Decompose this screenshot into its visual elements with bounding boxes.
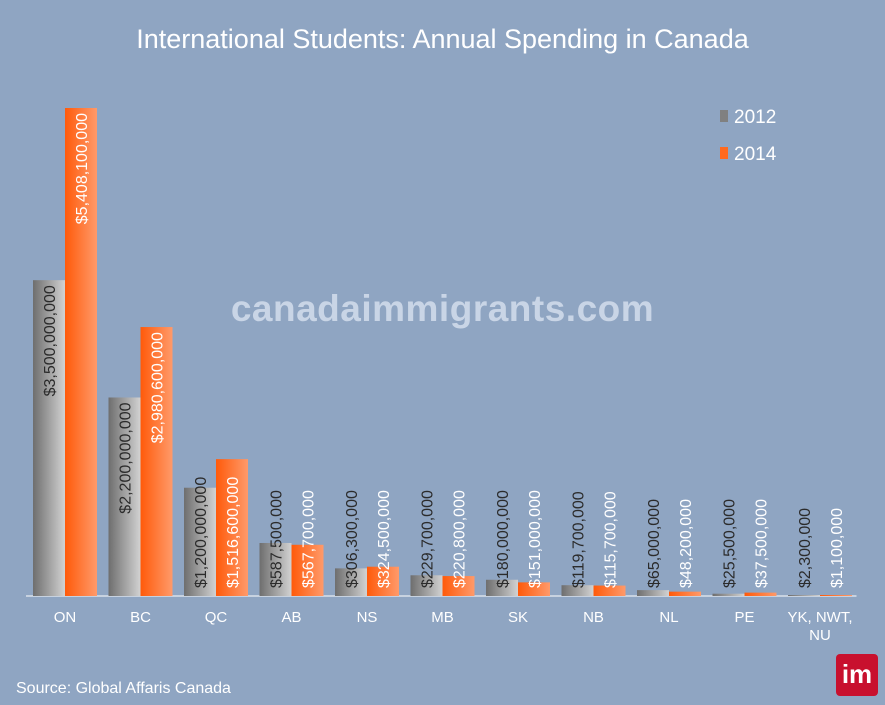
data-label-2014-NL: $48,200,000 <box>678 499 695 588</box>
category-label-YK, NWT, NU-line2: NU <box>809 627 831 644</box>
legend-swatch-2014 <box>720 147 728 159</box>
data-label-2014-NB: $115,700,000 <box>603 491 620 588</box>
bar-2012-QC <box>184 487 216 596</box>
bar-2014-YK, NWT, NU <box>820 595 852 596</box>
category-label-AB: AB <box>281 609 301 626</box>
bar-2014-AB <box>291 544 324 596</box>
bar-2012-SK <box>486 579 518 596</box>
data-label-2012-PE: $25,500,000 <box>722 499 739 588</box>
bar-2012-BC <box>108 397 141 596</box>
bar-2014-NL <box>669 591 701 596</box>
category-label-YK, NWT, NU: YK, NWT, <box>787 609 852 626</box>
data-label-2014-YK, NWT, NU: $1,100,000 <box>829 508 846 588</box>
data-label-2012-AB: $587,500,000 <box>269 490 286 588</box>
bar-2014-PE <box>744 592 777 596</box>
category-label-SK: SK <box>508 609 528 626</box>
bar-2014-ON <box>65 108 97 596</box>
bar-2012-YK, NWT, NU <box>788 595 820 596</box>
data-label-2012-NB: $119,700,000 <box>571 491 588 588</box>
watermark-text: canadaimmigrants.com <box>230 288 655 329</box>
bar-2012-MB <box>410 575 443 596</box>
bar-2014-MB <box>442 576 475 596</box>
data-label-2014-MB: $220,800,000 <box>452 490 469 588</box>
category-label-MB: MB <box>431 609 454 626</box>
legend-swatch-2012 <box>720 110 728 122</box>
data-label-2014-AB: $567,700,000 <box>301 490 318 588</box>
category-label-NB: NB <box>583 609 604 626</box>
data-label-2012-NL: $65,000,000 <box>646 499 663 588</box>
data-label-2014-PE: $37,500,000 <box>754 499 771 588</box>
data-label-2012-SK: $180,000,000 <box>495 490 512 588</box>
bar-2012-NB <box>561 585 594 596</box>
bar-2014-SK <box>518 582 550 596</box>
bar-2014-NS <box>367 566 399 596</box>
category-label-NS: NS <box>357 609 378 626</box>
bar-2012-ON <box>33 280 65 596</box>
bar-2014-NB <box>593 585 626 596</box>
bar-2012-NS <box>335 568 367 596</box>
data-label-2014-ON: $5,408,100,000 <box>74 113 91 224</box>
data-label-2012-MB: $229,700,000 <box>420 490 437 588</box>
data-label-2012-QC: $1,200,000,000 <box>193 477 210 588</box>
bar-2012-PE <box>712 593 745 596</box>
bar-2012-AB <box>259 542 292 596</box>
bar-2014-BC <box>140 327 173 596</box>
data-label-2012-BC: $2,200,000,000 <box>118 402 135 513</box>
chart-title: International Students: Annual Spending … <box>136 24 749 54</box>
legend-label-2014: 2014 <box>734 144 777 165</box>
legend-label-2012: 2012 <box>734 107 776 128</box>
bar-2014-QC <box>216 459 248 596</box>
data-label-2014-QC: $1,516,600,000 <box>225 477 242 588</box>
category-label-NL: NL <box>659 609 678 626</box>
data-label-2014-SK: $151,000,000 <box>527 490 544 588</box>
data-label-2012-YK, NWT, NU: $2,300,000 <box>797 508 814 588</box>
category-label-PE: PE <box>734 609 754 626</box>
data-label-2012-ON: $3,500,000,000 <box>42 285 59 396</box>
bar-2012-NL <box>637 590 669 596</box>
brand-logo: im <box>836 654 878 696</box>
category-label-ON: ON <box>54 609 77 626</box>
data-label-2014-NS: $324,500,000 <box>376 490 393 588</box>
data-label-2012-NS: $306,300,000 <box>344 490 361 588</box>
category-label-QC: QC <box>205 609 228 626</box>
source-note: Source: Global Affaris Canada <box>16 680 231 697</box>
data-label-2014-BC: $2,980,600,000 <box>150 332 167 443</box>
category-label-BC: BC <box>130 609 151 626</box>
